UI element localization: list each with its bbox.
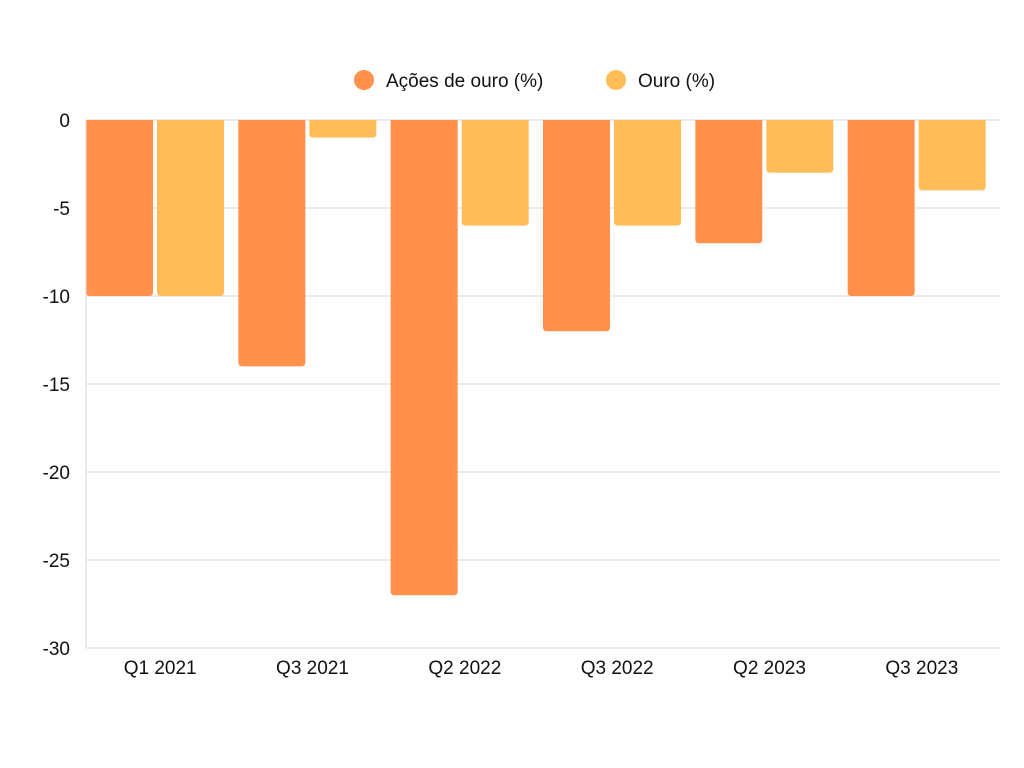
bar-gold-q3-2022: [614, 120, 681, 226]
y-tick-label: -25: [43, 551, 70, 572]
legend-label: Ouro (%): [638, 71, 715, 92]
bar-gold-stocks-q3-2021: [238, 120, 306, 367]
bars: [86, 120, 986, 596]
bar-gold-q2-2022: [461, 120, 529, 226]
legend-item: Ouro (%): [606, 70, 715, 92]
x-tick-label: Q3 2023: [885, 658, 958, 679]
x-tick-label: Q1 2021: [124, 658, 197, 679]
bar-gold-stocks-q2-2022: [390, 120, 458, 596]
y-tick-label: 0: [59, 111, 70, 132]
y-tick-label: -30: [43, 639, 70, 660]
x-axis: Q1 2021 Q3 2021 Q2 2022 Q3 2022 Q2 2023 Q3 20…: [124, 658, 959, 679]
bar-gold-stocks-q2-2023: [695, 120, 763, 244]
bar-gold-stocks-q3-2022: [543, 120, 610, 332]
y-tick-label: -5: [53, 199, 70, 220]
bar-gold-q3-2021: [309, 120, 377, 138]
bar-gold-stocks-q3-2023: [847, 120, 915, 296]
x-tick-label: Q2 2022: [428, 658, 501, 679]
x-tick-label: Q2 2023: [733, 658, 806, 679]
y-tick-label: -20: [43, 463, 70, 484]
legend-item: Ações de ouro (%): [354, 70, 543, 92]
x-tick-label: Q3 2022: [581, 658, 654, 679]
y-tick-label: -10: [43, 287, 70, 308]
bar-gold-q2-2023: [766, 120, 834, 173]
bar-gold-stocks-q1-2021: [86, 120, 153, 296]
x-tick-label: Q3 2021: [276, 658, 349, 679]
bar-gold-q3-2023: [918, 120, 986, 191]
y-axis: 0 -5 -10 -15 -20 -25 -30: [43, 111, 87, 660]
legend: Ações de ouro (%) Ouro (%): [354, 70, 715, 92]
legend-swatch: [354, 70, 374, 90]
legend-label: Ações de ouro (%): [386, 71, 543, 92]
bar-gold-q1-2021: [157, 120, 224, 296]
y-tick-label: -15: [43, 375, 70, 396]
legend-swatch: [606, 70, 626, 90]
